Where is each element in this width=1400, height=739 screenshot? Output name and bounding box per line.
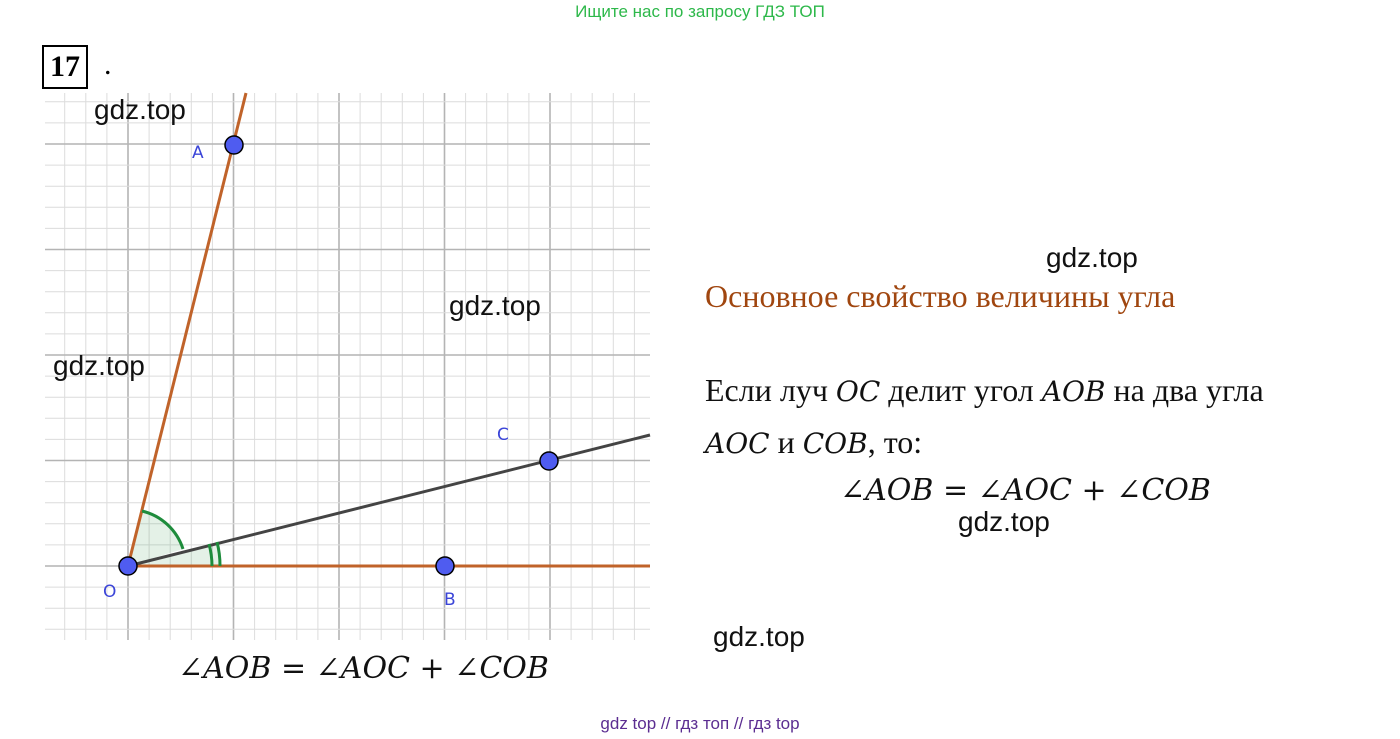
ray-oc-symbol: OC bbox=[835, 375, 881, 408]
watermark: gdz.top bbox=[1046, 242, 1138, 273]
label-o: O bbox=[103, 582, 116, 602]
task-number-dot: . bbox=[104, 48, 112, 81]
theory-text: Если луч bbox=[705, 372, 836, 408]
ray-oa bbox=[126, 92, 248, 567]
task-number-box: 17 bbox=[42, 45, 88, 89]
label-b: B bbox=[444, 590, 456, 610]
footer-links: gdz top // гдз топ // гдз top bbox=[600, 714, 800, 733]
search-banner: Ищите нас по запросу ГДЗ ТОП bbox=[575, 2, 825, 21]
watermark: gdz.top bbox=[958, 506, 1050, 537]
angle-aob-symbol: AOB bbox=[1041, 375, 1106, 408]
watermark: gdz.top bbox=[94, 94, 186, 125]
watermark: gdz.top bbox=[449, 290, 541, 321]
angle-aoc-fill bbox=[128, 511, 183, 566]
theory-text: делит угол bbox=[880, 372, 1042, 408]
angle-aoc-symbol: AOC bbox=[705, 427, 770, 460]
point-b bbox=[435, 556, 455, 576]
label-a: A bbox=[192, 143, 204, 163]
theory-text: и bbox=[769, 424, 803, 460]
angle-figure: A C B O bbox=[45, 92, 651, 640]
theory-title: Основное свойство величины угла bbox=[705, 278, 1176, 314]
theory-line-1: Если луч OC делит угол AOB на два угла bbox=[705, 372, 1264, 409]
angle-cob-arc-outer bbox=[215, 541, 222, 567]
task-number: 17 bbox=[50, 50, 80, 83]
angle-cob-arc-inner bbox=[207, 543, 214, 567]
theory-formula: ∠AOB = ∠AOC + ∠COB bbox=[840, 473, 1211, 508]
label-c: C bbox=[497, 425, 509, 445]
watermark: gdz.top bbox=[53, 350, 145, 381]
watermark: gdz.top bbox=[713, 621, 805, 652]
theory-line-2: AOC и COB, то: bbox=[705, 424, 922, 461]
point-c bbox=[539, 451, 559, 471]
angle-aoc-arc bbox=[141, 509, 185, 550]
ray-oc bbox=[127, 433, 651, 568]
theory-text: , то: bbox=[867, 424, 923, 460]
theory-text: на два угла bbox=[1105, 372, 1264, 408]
figure-caption-formula: ∠AOB = ∠AOC + ∠COB bbox=[178, 651, 549, 686]
point-a bbox=[224, 135, 244, 155]
point-o bbox=[118, 556, 138, 576]
angle-cob-symbol: COB bbox=[802, 427, 868, 460]
